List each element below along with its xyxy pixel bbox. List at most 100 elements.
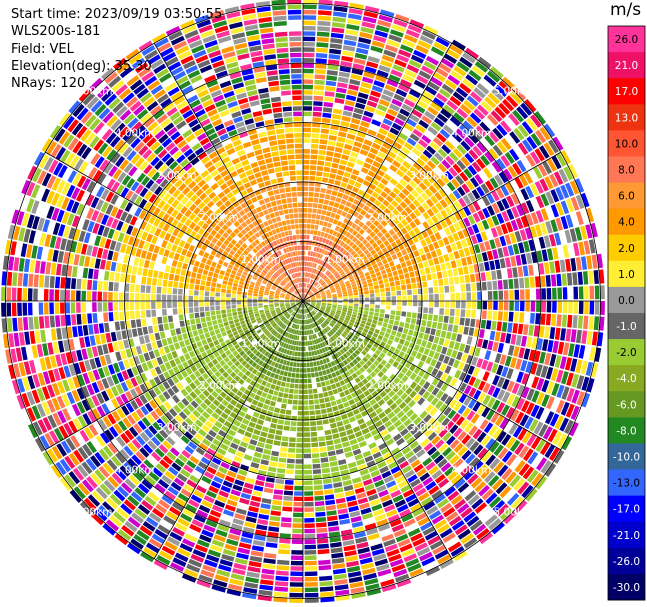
velocity-gate: [400, 414, 409, 423]
velocity-gate: [349, 361, 355, 368]
velocity-gate: [522, 466, 535, 480]
velocity-gate: [561, 314, 567, 327]
velocity-gate: [360, 120, 370, 128]
velocity-gate: [324, 91, 335, 97]
velocity-gate: [331, 190, 338, 197]
velocity-gate: [203, 344, 210, 351]
velocity-gate: [310, 285, 314, 290]
velocity-gate: [244, 363, 251, 370]
velocity-gate: [468, 457, 480, 468]
velocity-gate: [325, 290, 331, 294]
velocity-gate: [345, 94, 357, 102]
velocity-gate: [342, 176, 349, 183]
velocity-gate: [76, 278, 82, 290]
velocity-gate: [316, 296, 321, 299]
velocity-gate: [370, 336, 377, 342]
velocity-gate: [323, 262, 328, 267]
velocity-gate: [341, 115, 351, 122]
velocity-gate: [252, 411, 260, 418]
velocity-gate: [331, 348, 337, 354]
velocity-gate: [304, 507, 314, 512]
velocity-gate: [572, 315, 578, 329]
velocity-gate: [291, 323, 295, 328]
velocity-gate: [313, 246, 318, 252]
velocity-gate: [353, 289, 358, 293]
velocity-gate: [362, 356, 369, 363]
velocity-gate: [314, 69, 326, 75]
velocity-gate: [551, 398, 560, 412]
velocity-gate: [300, 314, 302, 319]
velocity-gate: [452, 232, 460, 242]
velocity-gate: [184, 568, 199, 578]
velocity-gate: [402, 160, 412, 169]
velocity-gate: [156, 294, 161, 301]
velocity-gate: [341, 333, 347, 338]
velocity-gate: [421, 556, 436, 567]
velocity-gate: [405, 224, 412, 232]
velocity-gate: [342, 50, 355, 57]
velocity-gate: [408, 113, 420, 123]
velocity-gate: [399, 508, 411, 518]
velocity-gate: [477, 447, 488, 459]
velocity-gate: [113, 489, 126, 502]
velocity-gate: [368, 442, 377, 450]
velocity-gate: [166, 536, 181, 547]
velocity-gate: [484, 261, 490, 271]
velocity-gate: [108, 292, 113, 301]
velocity-gate: [321, 298, 327, 300]
velocity-gate: [545, 206, 554, 220]
velocity-gate: [411, 283, 417, 289]
velocity-gate: [255, 480, 265, 487]
velocity-gate: [183, 464, 194, 474]
velocity-gate: [342, 243, 348, 249]
velocity-gate: [309, 292, 313, 296]
velocity-gate: [434, 301, 439, 308]
velocity-gate: [177, 425, 187, 434]
velocity-gate: [219, 559, 233, 567]
velocity-gate: [248, 352, 255, 359]
velocity-gate: [369, 378, 376, 386]
velocity-gate: [271, 395, 278, 402]
velocity-gate: [391, 24, 406, 33]
velocity-gate: [297, 335, 300, 341]
velocity-gate: [36, 387, 46, 402]
velocity-gate: [222, 456, 233, 465]
velocity-gate: [107, 413, 117, 425]
velocity-gate: [242, 353, 248, 360]
velocity-gate: [177, 473, 188, 483]
velocity-gate: [318, 436, 326, 442]
velocity-gate: [443, 315, 449, 323]
velocity-gate: [295, 313, 299, 318]
velocity-gate: [152, 467, 163, 478]
velocity-gate: [344, 189, 352, 196]
velocity-gate: [332, 230, 338, 237]
velocity-gate: [191, 343, 198, 350]
velocity-gate: [334, 443, 343, 450]
velocity-gate: [393, 377, 401, 385]
velocity-gate: [348, 303, 354, 306]
velocity-gate: [379, 352, 386, 359]
velocity-gate: [199, 534, 212, 543]
velocity-gate: [503, 511, 517, 525]
velocity-gate: [356, 329, 362, 334]
velocity-gate: [525, 117, 538, 131]
velocity-gate: [39, 435, 50, 450]
velocity-gate: [512, 162, 522, 175]
velocity-gate: [315, 269, 319, 275]
velocity-gate: [434, 232, 442, 241]
velocity-gate: [94, 469, 106, 482]
velocity-gate: [171, 350, 178, 359]
velocity-gate: [330, 168, 338, 174]
velocity-gate: [325, 257, 331, 263]
velocity-gate: [280, 336, 285, 341]
velocity-gate: [495, 225, 504, 236]
velocity-gate: [373, 433, 382, 441]
velocity-gate: [422, 457, 433, 467]
velocity-gate: [390, 265, 397, 272]
velocity-gate: [344, 344, 350, 350]
velocity-gate: [304, 469, 313, 475]
velocity-gate: [134, 397, 144, 408]
velocity-gate: [72, 418, 83, 431]
velocity-gate: [510, 357, 517, 369]
velocity-gate: [314, 187, 321, 193]
